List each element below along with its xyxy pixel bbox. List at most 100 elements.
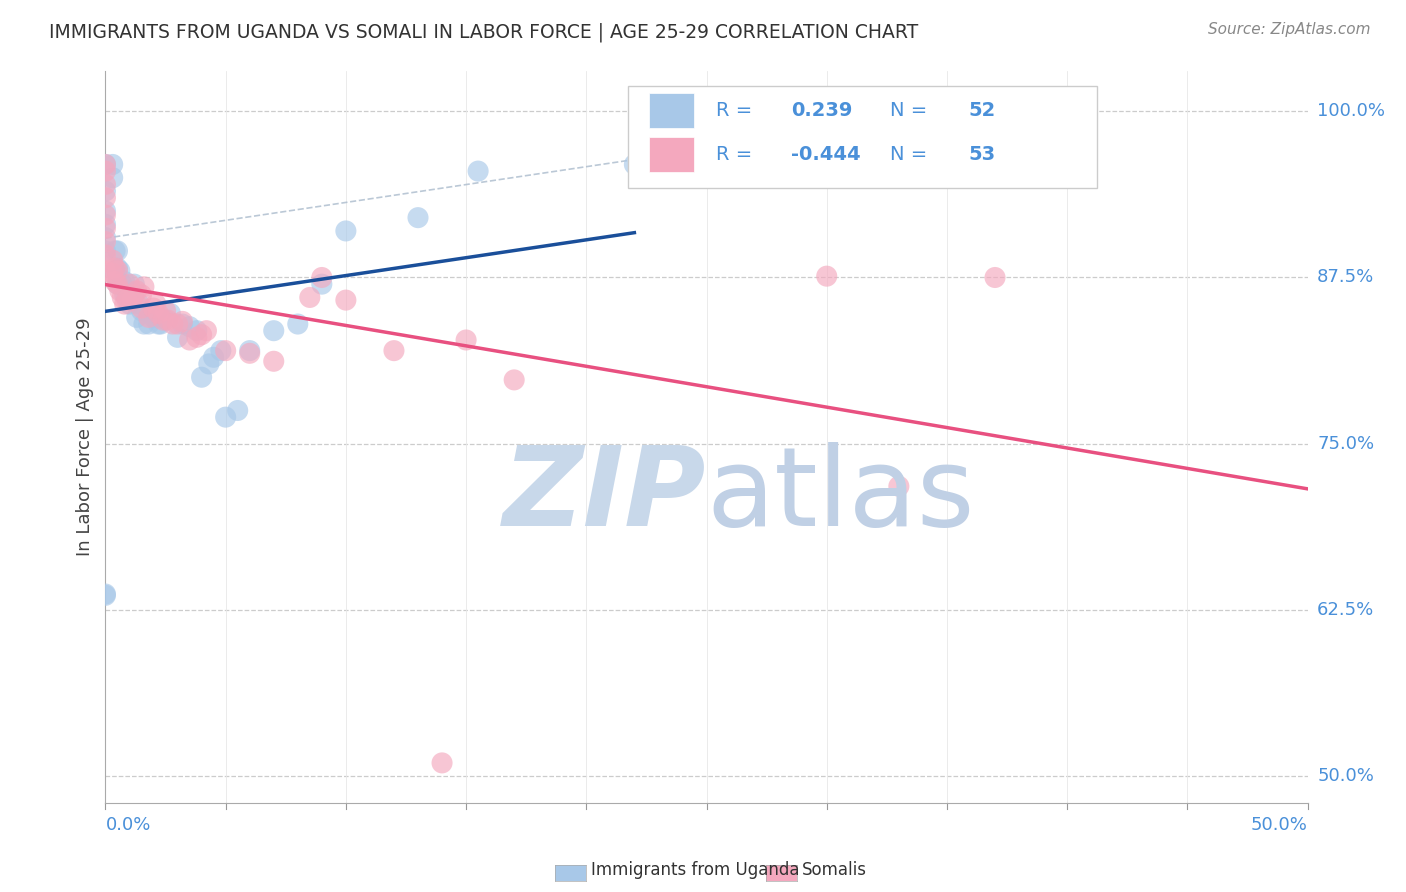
Point [503, 373, 526, 387]
Point [114, 275, 136, 289]
Point [94, 184, 117, 198]
Point [107, 244, 129, 258]
Point [142, 310, 165, 325]
Point [190, 327, 212, 342]
Point [107, 264, 129, 278]
Point [124, 287, 146, 301]
Point [202, 351, 225, 365]
Text: ZIP: ZIP [503, 442, 707, 549]
Point [159, 306, 181, 320]
Point [195, 324, 218, 338]
Point [131, 287, 153, 301]
Point [94, 235, 117, 249]
Point [101, 253, 124, 268]
Point [94, 264, 117, 278]
Point [623, 157, 645, 171]
Point [94, 230, 117, 244]
Point [115, 290, 138, 304]
Point [138, 317, 160, 331]
Point [186, 324, 208, 338]
Text: R =: R = [716, 101, 759, 120]
Point [263, 324, 285, 338]
Point [467, 164, 489, 178]
Text: Source: ZipAtlas.com: Source: ZipAtlas.com [1208, 22, 1371, 37]
Point [94, 164, 117, 178]
Point [335, 224, 357, 238]
Point [132, 317, 155, 331]
Point [94, 157, 117, 171]
Text: 0.0%: 0.0% [105, 816, 150, 834]
Point [226, 403, 249, 417]
Point [138, 310, 160, 325]
Point [430, 756, 453, 770]
Point [152, 313, 174, 327]
Point [101, 267, 124, 281]
Point [179, 319, 201, 334]
Point [190, 370, 212, 384]
Point [263, 354, 285, 368]
Point [131, 301, 153, 315]
FancyBboxPatch shape [628, 86, 1097, 188]
Point [214, 343, 236, 358]
Point [118, 297, 141, 311]
Point [155, 303, 177, 318]
Point [149, 317, 172, 331]
Point [287, 317, 309, 331]
Point [815, 269, 838, 284]
Y-axis label: In Labor Force | Age 25-29: In Labor Force | Age 25-29 [76, 318, 94, 557]
Text: 100.0%: 100.0% [1317, 103, 1385, 120]
Point [186, 330, 208, 344]
Point [335, 293, 357, 307]
Point [155, 313, 177, 327]
Point [107, 261, 129, 276]
Point [114, 297, 136, 311]
Point [382, 343, 405, 358]
Text: Immigrants from Uganda: Immigrants from Uganda [591, 861, 799, 879]
Point [104, 261, 127, 276]
Text: IMMIGRANTS FROM UGANDA VS SOMALI IN LABOR FORCE | AGE 25-29 CORRELATION CHART: IMMIGRANTS FROM UGANDA VS SOMALI IN LABO… [49, 22, 918, 42]
Point [104, 264, 127, 278]
Point [172, 317, 194, 331]
Point [94, 587, 117, 601]
Text: 87.5%: 87.5% [1317, 268, 1375, 286]
Point [94, 204, 117, 219]
Text: 50.0%: 50.0% [1317, 767, 1374, 785]
Text: Somalis: Somalis [801, 861, 866, 879]
Point [406, 211, 429, 225]
Point [115, 293, 138, 307]
Point [139, 306, 162, 320]
Text: 50.0%: 50.0% [1251, 816, 1308, 834]
Point [94, 221, 117, 235]
Point [172, 314, 194, 328]
Point [984, 270, 1007, 285]
Text: R =: R = [716, 145, 752, 164]
Point [311, 277, 333, 292]
Point [121, 293, 143, 307]
Point [94, 208, 117, 222]
Text: 0.239: 0.239 [790, 101, 852, 120]
Text: 53: 53 [969, 145, 995, 164]
Point [101, 157, 124, 171]
Point [107, 277, 129, 292]
Point [214, 410, 236, 425]
Text: N =: N = [890, 101, 928, 120]
Point [166, 330, 188, 344]
Point [887, 479, 910, 493]
Point [111, 290, 134, 304]
Point [156, 313, 179, 327]
Text: 62.5%: 62.5% [1317, 601, 1375, 619]
Point [179, 333, 201, 347]
Point [94, 217, 117, 231]
Point [94, 588, 117, 602]
Text: 75.0%: 75.0% [1317, 434, 1374, 453]
Point [104, 275, 127, 289]
Point [111, 277, 134, 292]
Point [209, 343, 232, 358]
Point [142, 301, 165, 315]
Point [94, 244, 117, 258]
Point [118, 284, 141, 298]
Point [239, 346, 262, 360]
Point [94, 191, 117, 205]
Text: 52: 52 [969, 101, 995, 120]
Text: -0.444: -0.444 [790, 145, 860, 164]
